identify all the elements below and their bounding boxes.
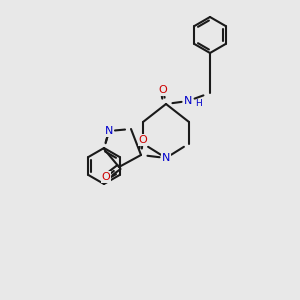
- Text: H: H: [195, 100, 202, 109]
- Text: N: N: [162, 153, 170, 163]
- Text: N: N: [105, 126, 113, 136]
- Text: O: O: [102, 172, 110, 182]
- Text: N: N: [184, 96, 192, 106]
- Text: O: O: [159, 85, 167, 95]
- Text: O: O: [139, 135, 147, 145]
